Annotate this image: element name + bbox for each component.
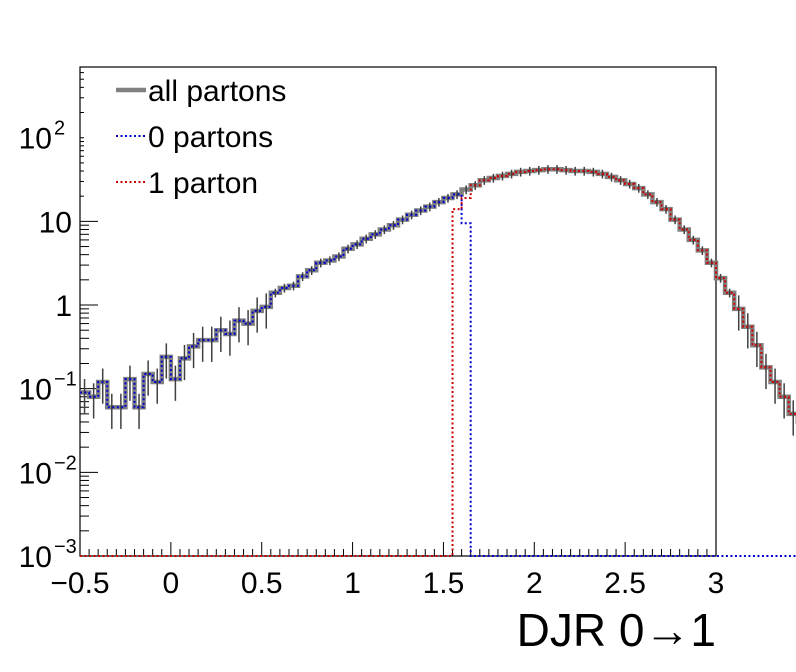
y-tick-exponent: −2 (54, 452, 77, 474)
legend-label: 1 parton (148, 167, 258, 200)
x-tick-label: −0.5 (50, 567, 109, 600)
y-tick-label: 1 (55, 290, 72, 323)
y-tick-label: 10 (19, 541, 52, 574)
y-tick-label: 10 (39, 206, 72, 239)
x-tick-label: 1.5 (423, 567, 465, 600)
legend: all partons 0 partons 1 parton (84, 70, 286, 210)
y-tick-label: 10 (19, 123, 52, 156)
series-layer (80, 165, 796, 557)
y-tick-exponent: 2 (54, 118, 65, 140)
y-tick-exponent: −1 (54, 369, 77, 391)
x-tick-label: 2.5 (604, 567, 646, 600)
legend-label: 0 partons (148, 121, 273, 154)
y-tick-label: 10 (19, 457, 52, 490)
legend-label: all partons (148, 75, 286, 108)
x-tick-label: 0 (163, 567, 180, 600)
x-tick-label: 0.5 (241, 567, 283, 600)
x-tick-label: 3 (708, 567, 725, 600)
y-tick-exponent: −3 (54, 536, 77, 558)
legend-box (84, 70, 254, 210)
x-tick-label: 1 (344, 567, 361, 600)
y-tick-label: 10 (19, 374, 52, 407)
x-tick-labels: −0.5 0 0.5 1 1.5 2 2.5 3 (50, 567, 724, 600)
series-1-parton-line (80, 168, 796, 557)
series-0-partons-line (80, 193, 796, 557)
x-tick-label: 2 (526, 567, 543, 600)
x-axis-label: DJR 0→1 (517, 604, 716, 656)
